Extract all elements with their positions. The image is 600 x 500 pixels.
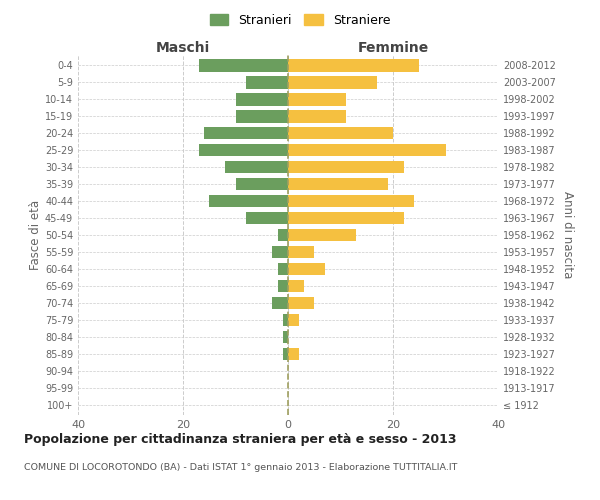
Bar: [288, 280, 304, 292]
Bar: [225, 160, 288, 173]
Bar: [272, 296, 288, 310]
Bar: [199, 59, 288, 72]
Bar: [288, 314, 299, 326]
Text: Femmine: Femmine: [358, 41, 428, 55]
Bar: [283, 314, 288, 326]
Bar: [277, 228, 288, 241]
Bar: [288, 178, 388, 190]
Bar: [288, 144, 445, 156]
Bar: [272, 246, 288, 258]
Bar: [288, 246, 314, 258]
Bar: [288, 296, 314, 310]
Bar: [246, 212, 288, 224]
Bar: [288, 76, 377, 88]
Bar: [288, 194, 414, 207]
Bar: [288, 160, 404, 173]
Bar: [204, 126, 288, 140]
Bar: [277, 262, 288, 276]
Text: Maschi: Maschi: [156, 41, 210, 55]
Bar: [283, 330, 288, 344]
Y-axis label: Fasce di età: Fasce di età: [29, 200, 42, 270]
Bar: [277, 280, 288, 292]
Legend: Stranieri, Straniere: Stranieri, Straniere: [205, 8, 395, 32]
Bar: [235, 93, 288, 106]
Bar: [288, 228, 356, 241]
Bar: [235, 110, 288, 122]
Text: Popolazione per cittadinanza straniera per età e sesso - 2013: Popolazione per cittadinanza straniera p…: [24, 432, 457, 446]
Bar: [288, 126, 393, 140]
Bar: [288, 110, 346, 122]
Bar: [288, 262, 325, 276]
Bar: [288, 59, 419, 72]
Bar: [209, 194, 288, 207]
Bar: [246, 76, 288, 88]
Bar: [288, 348, 299, 360]
Text: COMUNE DI LOCOROTONDO (BA) - Dati ISTAT 1° gennaio 2013 - Elaborazione TUTTITALI: COMUNE DI LOCOROTONDO (BA) - Dati ISTAT …: [24, 462, 457, 471]
Bar: [288, 212, 404, 224]
Bar: [199, 144, 288, 156]
Bar: [235, 178, 288, 190]
Y-axis label: Anni di nascita: Anni di nascita: [561, 192, 574, 278]
Bar: [283, 348, 288, 360]
Bar: [288, 93, 346, 106]
